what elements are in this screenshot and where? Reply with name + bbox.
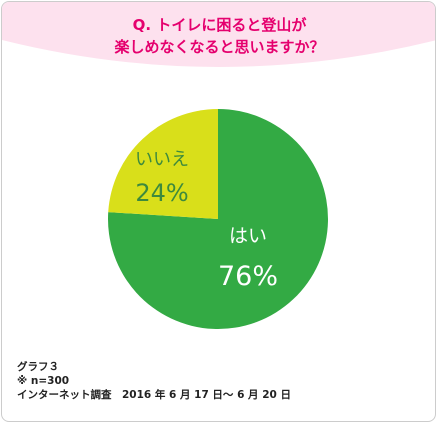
question-title: Q. トイレに困ると登山が 楽しめなくなると思いますか？ bbox=[2, 14, 435, 58]
pie-chart: はい 76% いいえ 24% bbox=[108, 109, 329, 329]
graph-number: グラフ３ bbox=[17, 361, 59, 373]
pie-slice-yes bbox=[108, 109, 329, 329]
slice-value-no: 24% bbox=[135, 179, 188, 207]
slice-label-yes: はい bbox=[229, 225, 267, 247]
slice-label-no: いいえ bbox=[135, 149, 189, 170]
pie-slice-no bbox=[108, 109, 218, 219]
sample-size: ※ n=300 bbox=[17, 375, 70, 387]
slice-value-yes: 76% bbox=[218, 261, 278, 292]
footnote: グラフ３ ※ n=300 インターネット調査 2016 年 6 月 17 日～ … bbox=[17, 360, 291, 402]
question-banner bbox=[2, 2, 435, 67]
survey-info: インターネット調査 2016 年 6 月 17 日～ 6 月 20 日 bbox=[17, 389, 291, 401]
question-line-2: 楽しめなくなると思いますか？ bbox=[114, 38, 325, 56]
question-line-1: Q. トイレに困ると登山が bbox=[132, 16, 307, 34]
